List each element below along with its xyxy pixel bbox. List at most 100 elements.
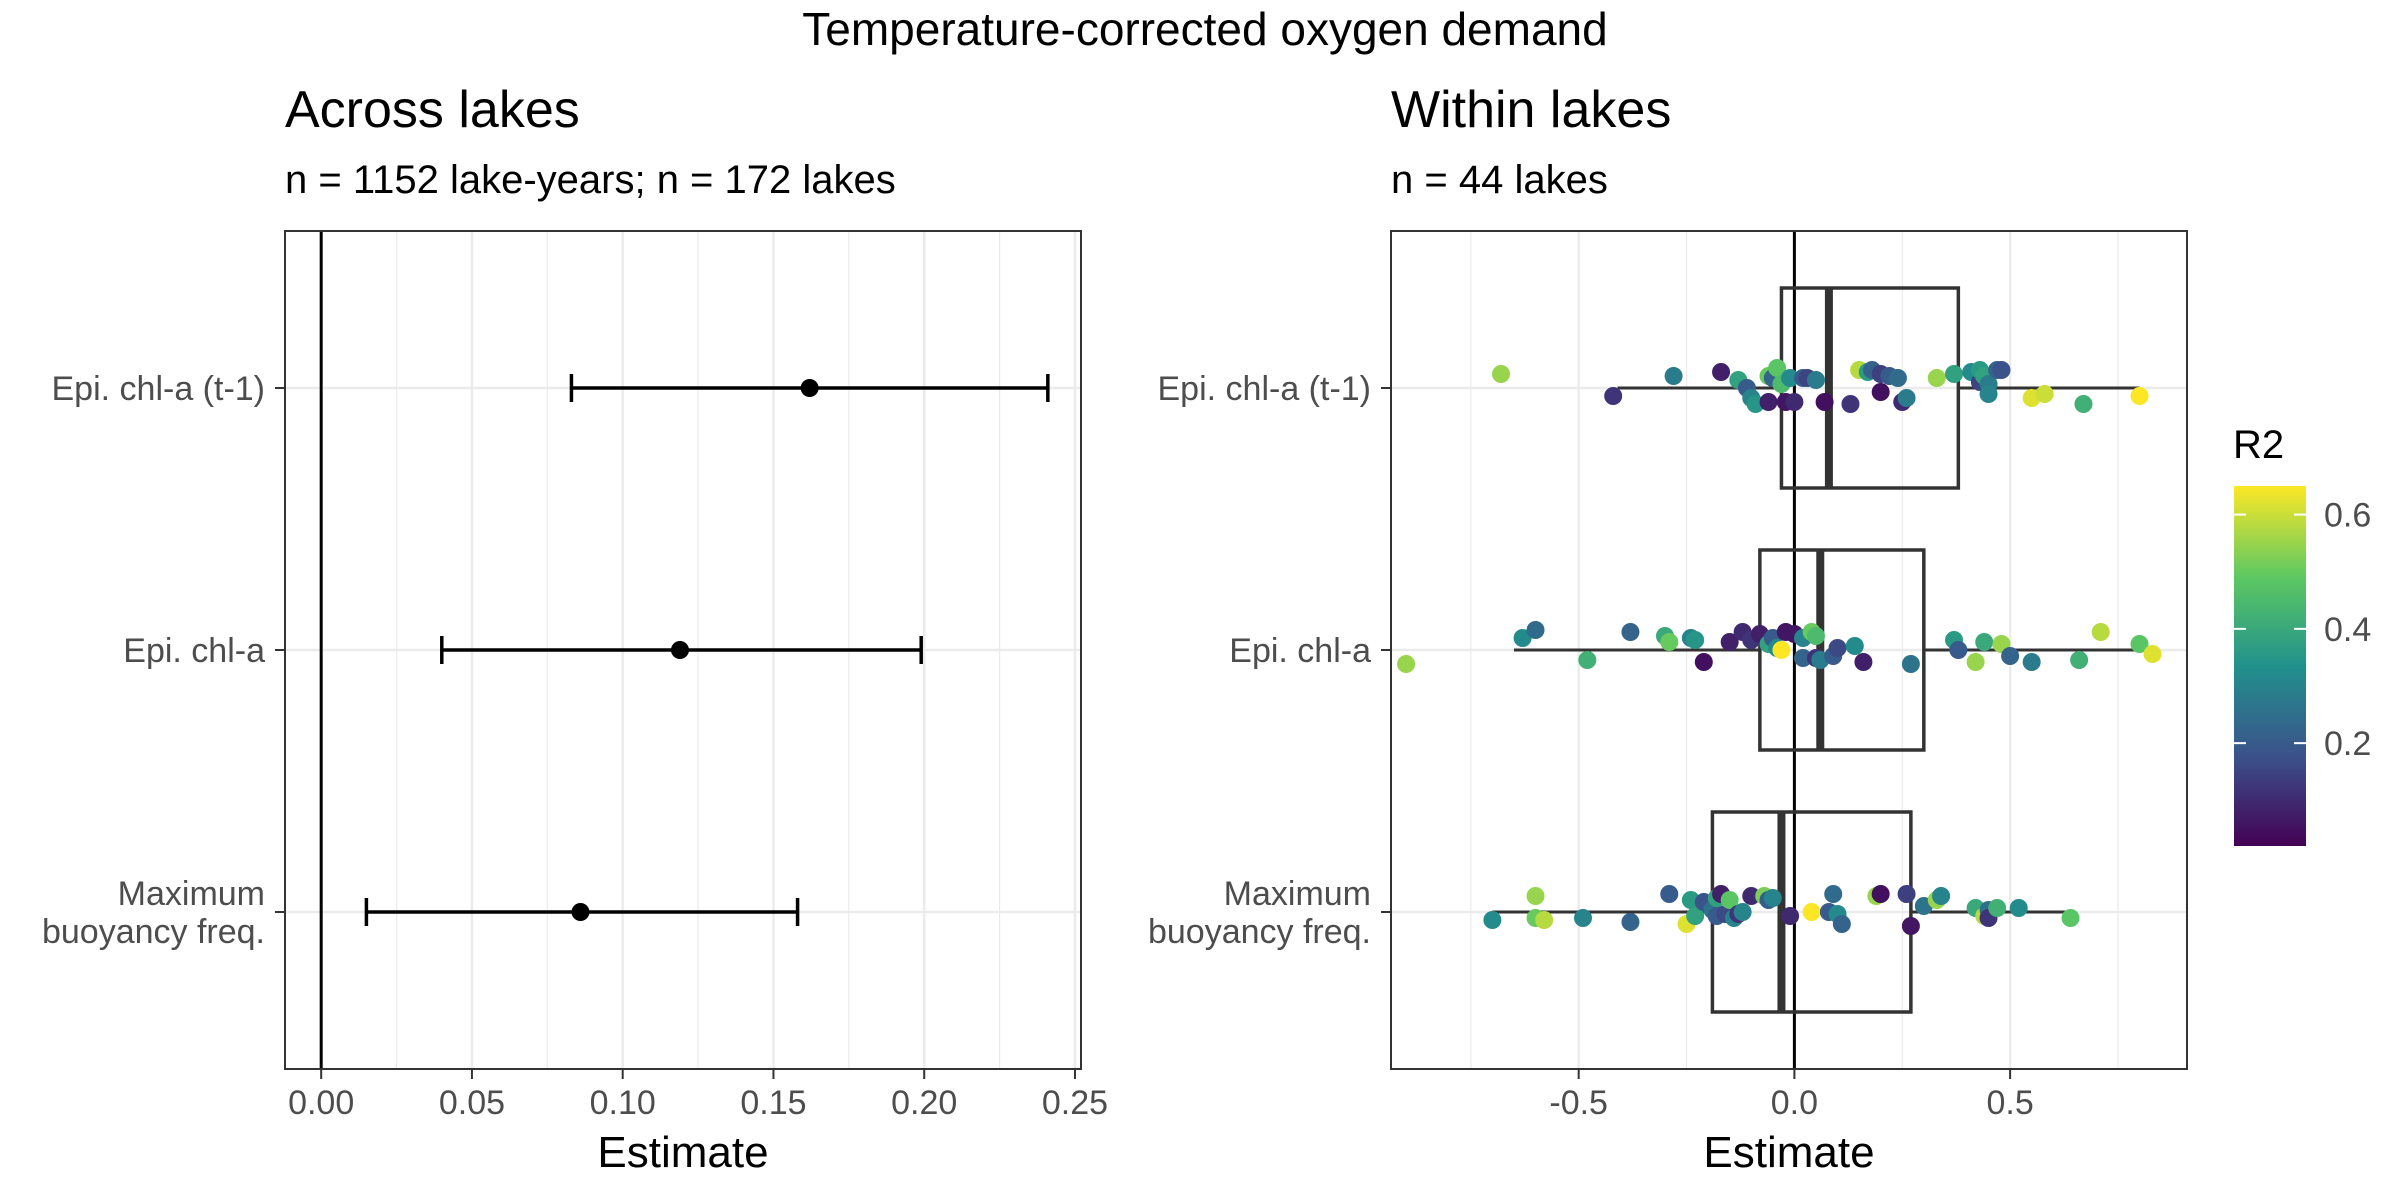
- data-point: [1759, 393, 1778, 411]
- x-tick-label: 0.20: [891, 1084, 957, 1122]
- y-tick-label: Epi. chl-a: [1229, 632, 1371, 670]
- colorbar-legend: R2 0.2 0.4 0.6: [2233, 423, 2371, 846]
- data-point: [1660, 885, 1679, 903]
- colorbar-tick-label: 0.4: [2324, 611, 2371, 649]
- y-tick-label: Maximum: [1224, 875, 1371, 913]
- data-point: [1720, 633, 1739, 651]
- data-point: [1794, 649, 1813, 667]
- data-point: [1806, 627, 1825, 645]
- data-point: [1845, 637, 1864, 655]
- panel-across-lakes: Across lakes n = 1152 lake-years; n = 17…: [42, 81, 1108, 1177]
- data-point: [1854, 653, 1873, 671]
- data-point: [2061, 909, 2080, 927]
- panel-subtitle: n = 44 lakes: [1391, 158, 1608, 202]
- data-point: [1621, 623, 1640, 641]
- data-point: [1397, 655, 1416, 673]
- x-tick-label: 0.10: [590, 1084, 656, 1122]
- x-tick-label: 0.5: [1986, 1084, 2033, 1122]
- data-point: [1945, 365, 1964, 383]
- data-point: [1871, 383, 1890, 401]
- data-point: [1772, 641, 1791, 659]
- data-point: [1781, 907, 1800, 925]
- x-tick-label: 0.0: [1771, 1084, 1818, 1122]
- data-point: [2130, 635, 2149, 653]
- colorbar: [2234, 486, 2306, 846]
- data-point: [2074, 395, 2093, 413]
- data-point: [1832, 915, 1851, 933]
- data-point: [2022, 653, 2041, 671]
- data-point: [1578, 651, 1597, 669]
- estimate-point: [571, 903, 590, 921]
- data-point: [1686, 631, 1705, 649]
- data-point: [1975, 633, 1994, 651]
- data-point: [2009, 899, 2028, 917]
- data-point: [1901, 917, 1920, 935]
- data-point: [1802, 903, 1821, 921]
- data-point: [1526, 887, 1545, 905]
- data-point: [1927, 369, 1946, 387]
- data-point: [1742, 887, 1761, 905]
- data-point: [1979, 385, 1998, 403]
- data-point: [1932, 887, 1951, 905]
- plot-marks: [364, 374, 1050, 926]
- x-axis-label: Estimate: [1703, 1128, 1874, 1177]
- panel-border: [1390, 230, 2188, 1070]
- y-tick-label: Epi. chl-a (t-1): [1158, 370, 1372, 408]
- data-point: [1768, 359, 1787, 377]
- estimate-point: [670, 641, 689, 659]
- panel-within-lakes: Within lakes n = 44 lakes Epi. chl-a (t-…: [1148, 81, 2188, 1177]
- panel-title: Across lakes: [285, 81, 580, 139]
- data-point: [1526, 621, 1545, 639]
- data-point: [1733, 903, 1752, 921]
- data-point: [1664, 367, 1683, 385]
- x-axis: -0.5 0.0 0.5: [1549, 1069, 2034, 1122]
- data-point: [2070, 651, 2089, 669]
- colorbar-ticks: 0.2 0.4 0.6: [2234, 497, 2371, 763]
- legend-title: R2: [2233, 423, 2284, 467]
- panel-border: [284, 230, 1082, 1070]
- y-tick-label: Epi. chl-a (t-1): [52, 370, 266, 408]
- data-point: [1897, 885, 1916, 903]
- plot-marks: [1397, 286, 2162, 1014]
- y-tick-label: buoyancy freq.: [1148, 913, 1371, 951]
- data-point: [1871, 885, 1890, 903]
- figure-title: Temperature-corrected oxygen demand: [802, 3, 1607, 55]
- data-point: [1897, 389, 1916, 407]
- data-point: [1483, 911, 1502, 929]
- data-point: [1694, 653, 1713, 671]
- data-point: [1841, 395, 1860, 413]
- x-tick-label: 0.15: [740, 1084, 806, 1122]
- data-point: [1828, 639, 1847, 657]
- data-point: [1824, 885, 1843, 903]
- data-point: [1806, 371, 1825, 389]
- data-point: [1988, 899, 2007, 917]
- panel-subtitle: n = 1152 lake-years; n = 172 lakes: [285, 158, 896, 202]
- data-point: [1535, 911, 1554, 929]
- data-point: [1573, 909, 1592, 927]
- x-axis-label: Estimate: [597, 1128, 768, 1177]
- data-point: [1712, 363, 1731, 381]
- data-point: [2091, 623, 2110, 641]
- data-point: [1781, 369, 1800, 387]
- panel-title: Within lakes: [1391, 81, 1671, 139]
- data-point: [1763, 889, 1782, 907]
- data-point: [1604, 387, 1623, 405]
- colorbar-tick-label: 0.2: [2324, 725, 2371, 763]
- x-tick-label: 0.05: [439, 1084, 505, 1122]
- data-point: [2001, 647, 2020, 665]
- estimate-point: [800, 379, 819, 397]
- data-point: [1966, 653, 1985, 671]
- data-point: [2143, 645, 2162, 663]
- x-tick-label: 0.25: [1042, 1084, 1108, 1122]
- data-point: [2035, 385, 2054, 403]
- data-point: [1901, 655, 1920, 673]
- data-point: [1621, 913, 1640, 931]
- data-point: [2130, 387, 2149, 405]
- x-axis: 0.00 0.05 0.10 0.15 0.20 0.25: [288, 1069, 1108, 1122]
- data-point: [1949, 641, 1968, 659]
- data-point: [1815, 393, 1834, 411]
- y-tick-label: Epi. chl-a: [123, 632, 265, 670]
- data-point: [1785, 393, 1804, 411]
- data-point: [1660, 633, 1679, 651]
- y-axis: Epi. chl-a (t-1) Epi. chl-a Maximumbuoyanc…: [42, 370, 285, 951]
